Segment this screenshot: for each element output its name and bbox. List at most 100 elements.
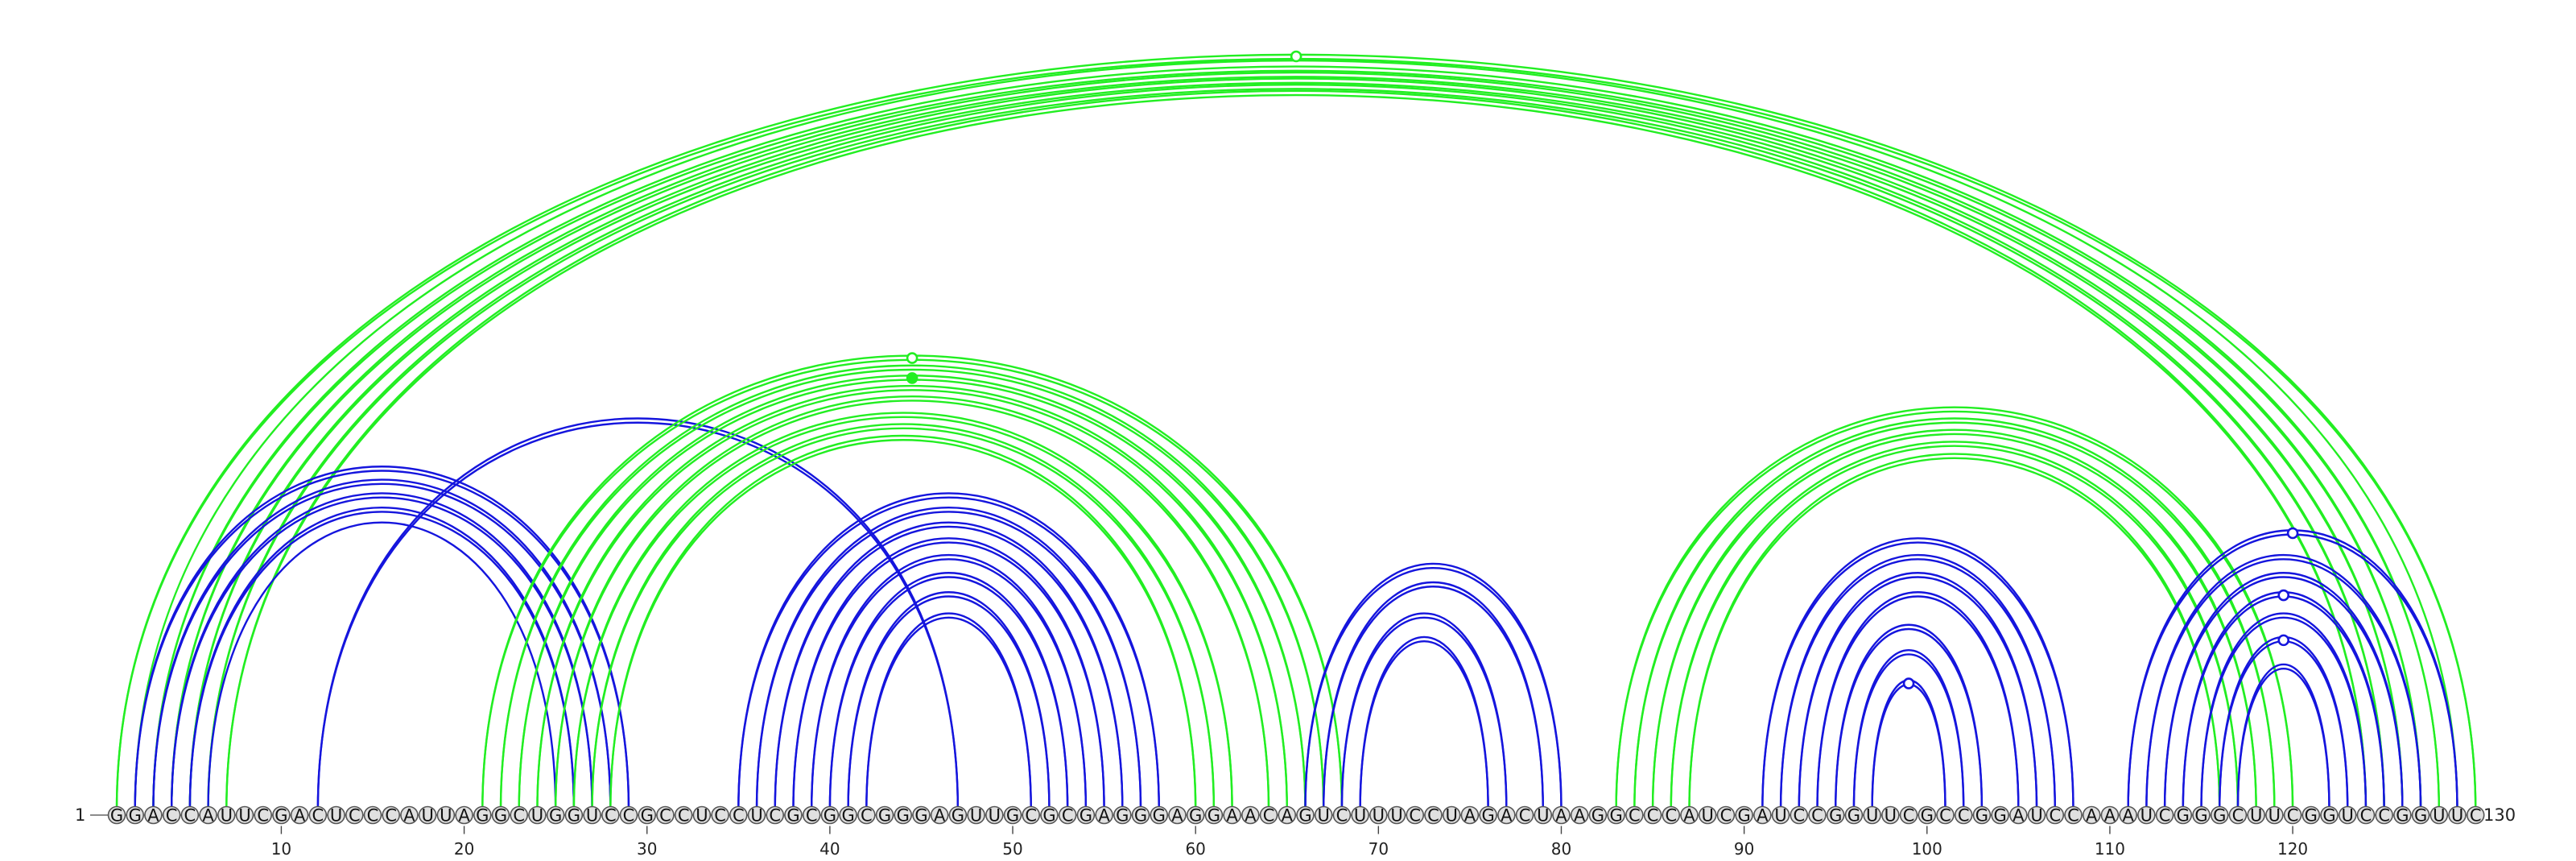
nucleotide-circle [1204, 805, 1224, 825]
nucleotide-letter: C [2287, 806, 2299, 826]
arc-blue-2-29-strand-2 [134, 470, 630, 811]
tick-label: 40 [819, 839, 840, 857]
arc-green-85-118-strand-2 [1651, 433, 2257, 811]
nucleotide-circle [1022, 805, 1041, 825]
nucleotide-letter: A [1683, 806, 1695, 826]
nucleotide-letter: G [897, 806, 910, 826]
tick-label: 50 [1002, 839, 1022, 857]
arc-green-84-119-strand-2 [1633, 421, 2276, 811]
start-position-label: 1 [75, 805, 85, 825]
nucleotide-letter: C [1647, 806, 1659, 826]
nucleotide: C [1424, 806, 1443, 826]
nucleotide-circle [1131, 805, 1150, 825]
nucleotide-circle [1278, 805, 1297, 825]
nucleotide-circle [638, 805, 657, 825]
nucleotide-letter: G [2194, 806, 2207, 826]
arc-blue-36-57-strand-2 [755, 511, 1142, 811]
nucleotide-circle [1113, 805, 1132, 825]
nucleotide-circle [1918, 805, 1937, 825]
nucleotide: G [1479, 806, 1497, 826]
nucleotide-letter: G [952, 806, 964, 826]
nucleotide-circle [1936, 805, 1955, 825]
nucleotide-circle [1351, 805, 1369, 825]
nucleotide-circle [144, 805, 163, 825]
nucleotide: A [930, 806, 949, 826]
arc-green-87-116-strand-2 [1688, 457, 2221, 811]
nucleotide: C [1899, 806, 1918, 826]
nucleotide-letter: G [914, 806, 927, 826]
nucleotide-letter: G [1080, 806, 1092, 826]
nucleotide: C [345, 806, 364, 826]
nucleotide-letter: U [2268, 806, 2281, 826]
nucleotide-letter: G [1298, 806, 1311, 826]
nucleotide-circle [692, 805, 712, 825]
nucleotide-letter: A [1245, 806, 1257, 826]
nucleotide: G [1844, 805, 1864, 826]
nucleotide-circle [1771, 805, 1790, 825]
nucleotide-circle [1844, 805, 1864, 825]
nucleotide: C [1662, 806, 1681, 826]
nucleotide-letter: C [2159, 806, 2171, 826]
arc-green-4-127-strand-1 [170, 72, 2422, 811]
arc-blue-40-53-strand-2 [828, 576, 1069, 811]
tick-label: 20 [454, 839, 474, 857]
nucleotide-circle [1314, 805, 1333, 825]
nucleotide-circle [875, 805, 894, 825]
nucleotide: C [1406, 806, 1425, 826]
nucleotide-letter: G [841, 806, 854, 826]
arc-blue-12-47-strand-1 [316, 417, 960, 811]
nucleotide: U [692, 805, 712, 826]
nucleotide-letter: C [1336, 806, 1348, 826]
nucleotide-letter: G [1609, 806, 1622, 826]
nucleotide-circle [436, 805, 456, 825]
nucleotide-circle [1881, 805, 1900, 825]
nucleotide-circle [546, 805, 565, 825]
arc-green-25-64-strand-2 [554, 399, 1270, 811]
nucleotide: C [2228, 806, 2248, 826]
nucleotide-letter: C [1958, 806, 1970, 826]
arc-blue-4-27-strand-2 [170, 496, 593, 811]
nucleotide-circle [1003, 805, 1022, 825]
nucleotide: G [1003, 805, 1022, 826]
nucleotide-circle [162, 805, 181, 825]
nucleotide-circle [1497, 805, 1516, 825]
nucleotide-letter: A [1501, 806, 1513, 826]
nucleotide-letter: C [2049, 806, 2061, 826]
nucleotide-letter: U [1885, 806, 1897, 826]
nucleotide-letter: U [2451, 806, 2463, 826]
nucleotide-circle [2155, 805, 2174, 825]
nucleotide: G [1296, 805, 1315, 826]
nucleotide-letter: G [1042, 806, 1055, 826]
nucleotide: U [1442, 805, 1461, 826]
arc-green-2-129 [134, 59, 2458, 811]
nucleotide: U [1698, 806, 1717, 826]
nucleotide-circle [1296, 805, 1315, 825]
nucleotide-circle [583, 805, 601, 825]
nucleotide-letter: G [824, 806, 836, 826]
nucleotide: G [2192, 806, 2211, 826]
nucleotide-circle [2210, 805, 2229, 825]
nucleotide-circle [1241, 805, 1260, 825]
nucleotide-circle [2119, 805, 2137, 825]
nucleotide-letter: U [2250, 806, 2262, 826]
nucleotide-circle [1753, 805, 1772, 825]
nucleotide-circle [2064, 805, 2083, 825]
nucleotide-letter: C [623, 806, 635, 826]
nucleotide: G [491, 806, 510, 826]
nucleotide-letter: U [970, 806, 982, 826]
nucleotide-letter: U [750, 806, 762, 826]
nucleotide-letter: A [202, 806, 214, 826]
nucleotide: A [1570, 806, 1589, 826]
nucleotide-circle [1442, 805, 1461, 825]
nucleotide-letter: U [1354, 806, 1366, 826]
nucleotide: U [235, 806, 254, 826]
nucleotide: A [1552, 806, 1571, 826]
arc-green-28-60-strand-2 [609, 439, 1197, 811]
nucleotide-letter: G [786, 806, 799, 826]
nucleotide: G [820, 806, 840, 826]
nucleotide: C [162, 805, 181, 826]
nucleotide: U [418, 806, 437, 826]
nucleotide: G [1186, 806, 1205, 826]
nucleotide-letter: G [1116, 806, 1129, 826]
